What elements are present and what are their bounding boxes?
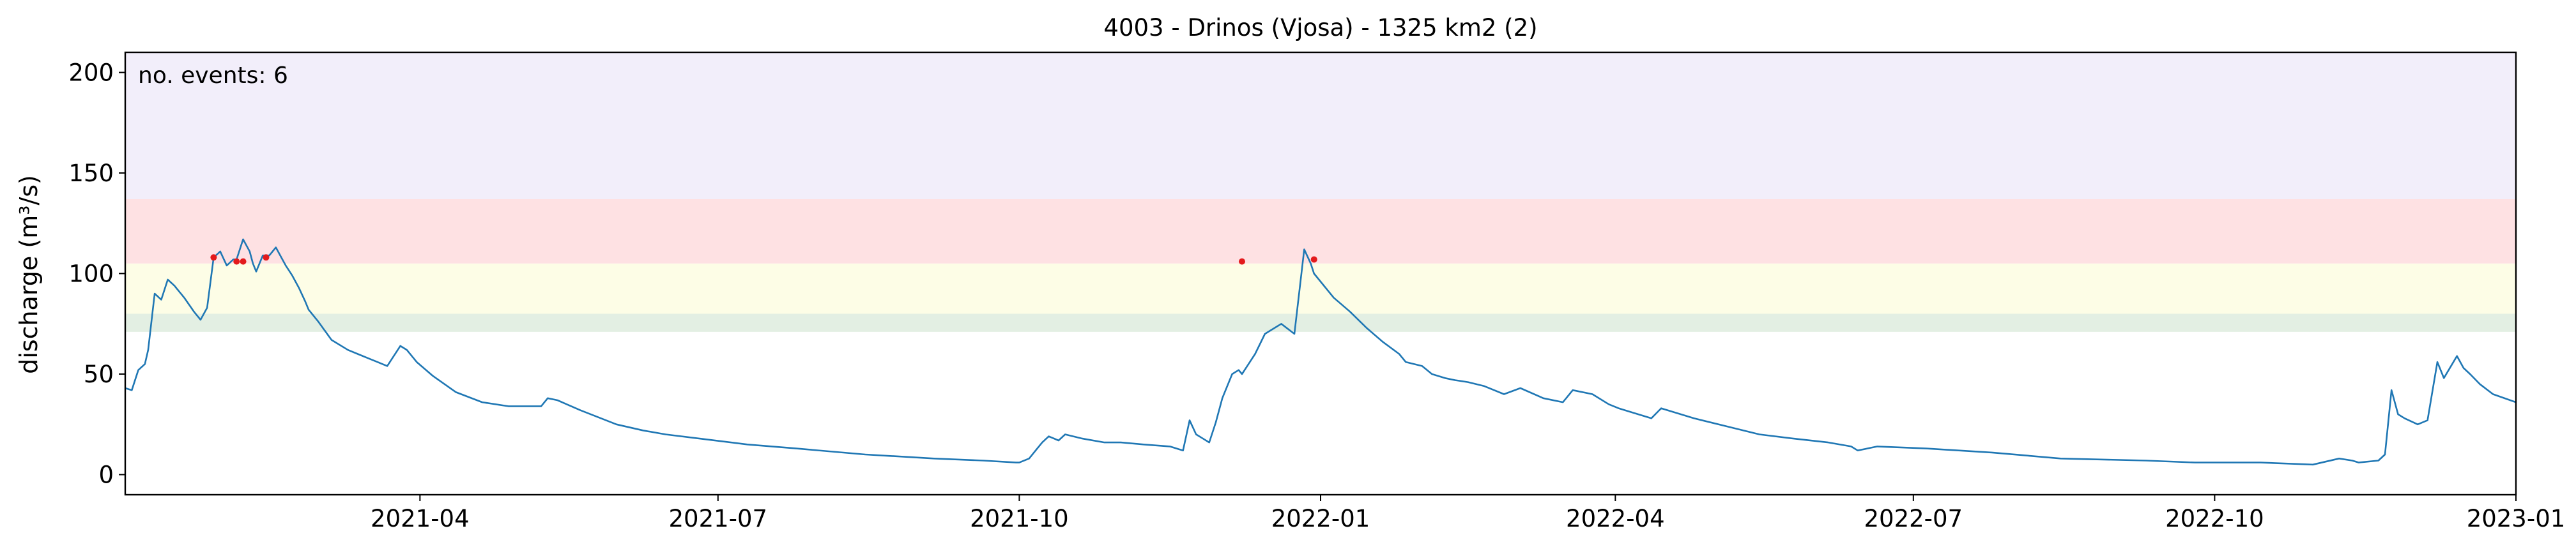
chart-title: 4003 - Drinos (Vjosa) - 1325 km2 (2) <box>1103 14 1537 41</box>
event-point <box>1238 258 1245 265</box>
x-tick-label: 2021-10 <box>970 505 1069 532</box>
y-axis-label: discharge (m³/s) <box>15 175 43 374</box>
threshold-bands <box>125 52 2516 332</box>
x-tick-label: 2021-07 <box>669 505 768 532</box>
threshold-band-4 <box>125 52 2516 199</box>
series-line-group <box>125 238 2517 466</box>
threshold-band-3 <box>125 199 2516 264</box>
x-tick-label: 2022-07 <box>1864 505 1963 532</box>
event-point <box>263 254 270 261</box>
event-point <box>210 254 217 261</box>
discharge-series-line <box>125 238 2517 466</box>
event-point <box>233 258 240 265</box>
y-axis: 0 50 100 150 200 <box>68 59 125 489</box>
threshold-band-2 <box>125 263 2516 314</box>
threshold-band-1 <box>125 313 2516 332</box>
event-point <box>240 258 247 265</box>
y-tick-label: 100 <box>68 260 114 288</box>
x-tick-label: 2021-04 <box>371 505 470 532</box>
x-tick-label: 2022-10 <box>2165 505 2264 532</box>
x-tick-label: 2022-04 <box>1566 505 1665 532</box>
y-tick-label: 0 <box>98 462 114 489</box>
y-tick-label: 200 <box>68 59 114 87</box>
event-markers <box>210 254 1317 265</box>
y-tick-label: 50 <box>84 361 114 388</box>
y-tick-label: 150 <box>68 160 114 187</box>
x-tick-label: 2023-01 <box>2467 505 2566 532</box>
x-tick-label: 2022-01 <box>1271 505 1370 532</box>
event-count-annotation: no. events: 6 <box>138 63 288 89</box>
x-axis: 2021-04 2021-07 2021-10 2022-01 2022-04 2022-… <box>371 495 2565 532</box>
event-point <box>1310 256 1317 263</box>
